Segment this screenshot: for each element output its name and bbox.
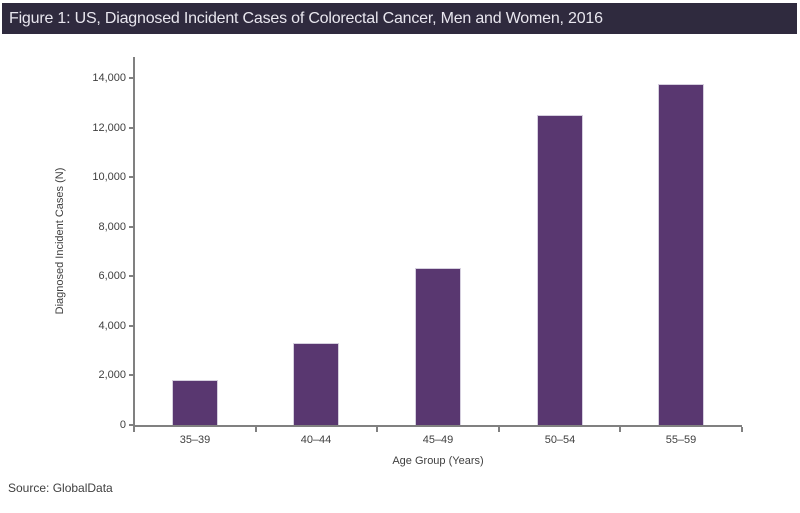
y-axis-tick — [129, 225, 134, 228]
y-tick-label: 10,000 — [92, 171, 126, 184]
x-axis-tick — [133, 427, 135, 432]
x-axis-tick — [741, 427, 743, 432]
y-tick-label: 12,000 — [92, 121, 126, 134]
y-axis-tick — [129, 424, 134, 426]
bar — [537, 115, 583, 425]
bar-chart: Diagnosed Incident Cases (N) 0 2,000 4,000… — [0, 36, 800, 476]
x-axis-tick — [619, 427, 622, 432]
x-axis-tick — [376, 427, 379, 432]
x-axis-title: Age Group (Years) — [392, 455, 484, 467]
y-tick-label: 6,000 — [98, 270, 126, 283]
y-axis-tick — [129, 176, 134, 179]
x-axis-tick — [497, 427, 500, 432]
x-category-label: 55–59 — [665, 434, 697, 446]
y-axis-tick — [129, 77, 134, 79]
y-tick-label: 8,000 — [98, 220, 126, 233]
y-axis-tick — [129, 126, 134, 129]
bar — [658, 84, 704, 425]
x-category-label: 40–44 — [300, 434, 332, 446]
y-tick-label: 2,000 — [98, 369, 126, 382]
source-line: Source: GlobalData — [8, 481, 113, 495]
y-axis-tick — [129, 324, 134, 327]
x-category-label: 50–54 — [544, 434, 576, 446]
bar — [293, 343, 339, 425]
y-axis-tick — [129, 374, 134, 377]
y-axis-title: Diagnosed Incident Cases (N) — [54, 167, 66, 315]
y-tick-label: 4,000 — [98, 319, 126, 332]
bar — [172, 380, 218, 425]
x-category-label: 35–39 — [179, 434, 211, 446]
x-category-label: 45–49 — [422, 434, 454, 446]
y-tick-label: 14,000 — [92, 72, 126, 84]
figure-title-bar: Figure 1: US, Diagnosed Incident Cases o… — [2, 3, 797, 34]
x-axis-tick — [254, 427, 257, 432]
figure-title: Figure 1: US, Diagnosed Incident Cases o… — [9, 9, 603, 27]
bar — [415, 268, 461, 425]
y-axis-tick — [129, 275, 134, 278]
x-axis-line — [133, 425, 742, 427]
y-axis-line — [133, 57, 135, 430]
y-tick-label: 0 — [119, 419, 126, 431]
